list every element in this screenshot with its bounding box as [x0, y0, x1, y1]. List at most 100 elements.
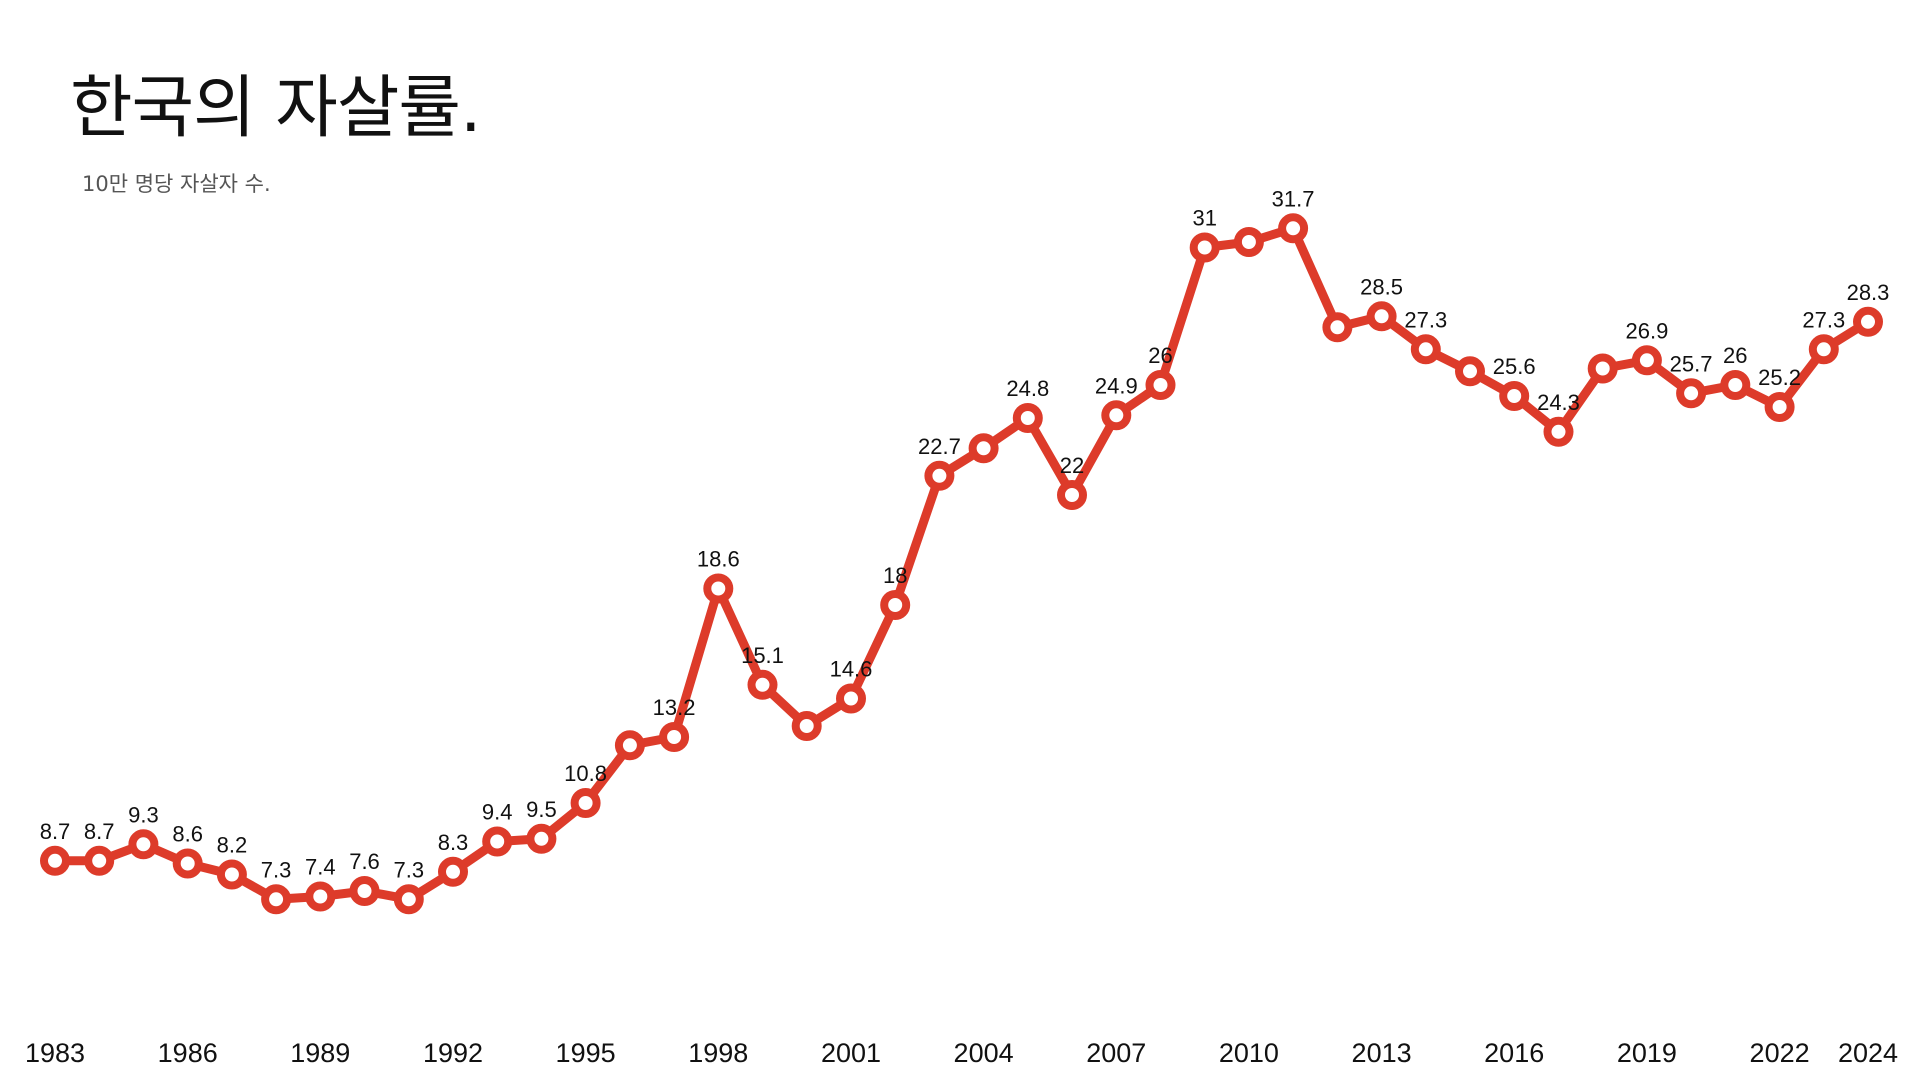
page-subtitle: 10만 명당 자살자 수. [82, 172, 271, 196]
data-label: 31 [1192, 206, 1216, 231]
x-tick-label: 2024 [1838, 1038, 1898, 1068]
data-point [1322, 312, 1353, 343]
data-label: 14.6 [830, 657, 873, 682]
data-point [836, 683, 866, 714]
data-label: 27.3 [1404, 307, 1447, 332]
data-label: 27.3 [1802, 307, 1845, 332]
data-point [349, 876, 380, 906]
data-label: 18.6 [697, 547, 740, 572]
data-point [1057, 480, 1087, 510]
data-point [1145, 370, 1176, 400]
data-label: 18 [883, 563, 907, 588]
data-label: 15.1 [741, 643, 784, 668]
x-tick-label: 2007 [1086, 1038, 1146, 1068]
data-label: 26.9 [1625, 318, 1668, 343]
data-label: 9.3 [128, 802, 159, 827]
data-label: 22.7 [918, 434, 961, 459]
data-point [1278, 213, 1309, 244]
data-point [1853, 306, 1883, 337]
data-point [172, 848, 203, 879]
x-tick-label: 2019 [1617, 1038, 1677, 1068]
data-point [880, 590, 911, 620]
data-label: 26 [1148, 343, 1172, 368]
data-point [40, 845, 70, 876]
data-point [438, 856, 468, 887]
data-point [128, 829, 159, 860]
data-point [1676, 378, 1707, 409]
data-point [968, 433, 999, 464]
x-tick-label: 1995 [556, 1038, 616, 1068]
data-label: 9.5 [526, 797, 557, 822]
data-label: 7.3 [261, 857, 292, 882]
data-point [1233, 227, 1264, 257]
data-label: 8.3 [438, 830, 469, 855]
x-tick-label: 1989 [290, 1038, 350, 1068]
data-label: 7.3 [394, 857, 425, 882]
data-label: 8.6 [172, 822, 203, 847]
data-point [924, 460, 955, 491]
data-label: 8.7 [40, 819, 71, 844]
x-tick-label: 2022 [1750, 1038, 1810, 1068]
data-point [570, 788, 601, 818]
data-point [1808, 334, 1839, 365]
data-point [84, 845, 115, 876]
data-label: 9.4 [482, 800, 513, 825]
data-point [1764, 392, 1795, 422]
data-point [791, 711, 822, 741]
data-label: 13.2 [653, 695, 696, 720]
data-point [1631, 345, 1662, 376]
data-label: 10.8 [564, 761, 607, 786]
data-label: 8.2 [217, 833, 248, 858]
x-tick-label: 1986 [158, 1038, 218, 1068]
x-axis: 1983 1986 1989 1992 1995 1998 2001 2004 2007 2010… [25, 1038, 1898, 1068]
data-point [1012, 403, 1043, 433]
data-label: 24.8 [1006, 376, 1049, 401]
data-point [216, 859, 247, 890]
data-point [1587, 353, 1618, 384]
data-point [526, 823, 557, 854]
data-point [747, 669, 778, 700]
data-label: 25.6 [1493, 354, 1536, 379]
x-tick-label: 1983 [25, 1038, 85, 1068]
series-layer [40, 213, 1883, 915]
x-tick-label: 1992 [423, 1038, 483, 1068]
data-point [1189, 232, 1220, 263]
data-point [703, 573, 734, 604]
data-label: 22 [1060, 453, 1084, 478]
data-label: 7.4 [305, 855, 336, 880]
data-label: 26 [1723, 343, 1747, 368]
data-label-layer: 8.7 8.7 9.3 8.6 8.2 7.3 7.4 7.6 7.3 8.3 9.4 9.5 10.8… [40, 186, 1890, 882]
data-point [1101, 400, 1132, 431]
page-title: 한국의 자살률. [70, 69, 482, 148]
data-point [261, 884, 292, 915]
data-point [482, 826, 513, 857]
data-point [1410, 334, 1441, 365]
data-label: 24.3 [1537, 390, 1580, 415]
data-label: 28.5 [1360, 274, 1403, 299]
data-point [305, 881, 336, 912]
data-point [1720, 370, 1751, 400]
data-label: 25.7 [1670, 351, 1713, 376]
data-point [1543, 416, 1574, 447]
data-point [1455, 356, 1485, 387]
data-label: 24.9 [1095, 373, 1138, 398]
x-tick-label: 2010 [1219, 1038, 1279, 1068]
x-tick-label: 2016 [1484, 1038, 1544, 1068]
series-line [50, 223, 1873, 904]
data-label: 8.7 [84, 819, 115, 844]
data-label: 28.3 [1847, 280, 1890, 305]
data-label: 25.2 [1758, 365, 1801, 390]
data-point [1499, 381, 1530, 411]
x-tick-label: 1998 [688, 1038, 748, 1068]
data-label: 31.7 [1272, 186, 1315, 211]
x-tick-label: 2013 [1352, 1038, 1412, 1068]
x-tick-label: 2004 [954, 1038, 1014, 1068]
data-point [1366, 301, 1397, 332]
x-tick-label: 2001 [821, 1038, 881, 1068]
data-point [659, 722, 690, 752]
data-label: 7.6 [349, 849, 380, 874]
data-point [614, 730, 645, 761]
data-point [393, 884, 424, 915]
